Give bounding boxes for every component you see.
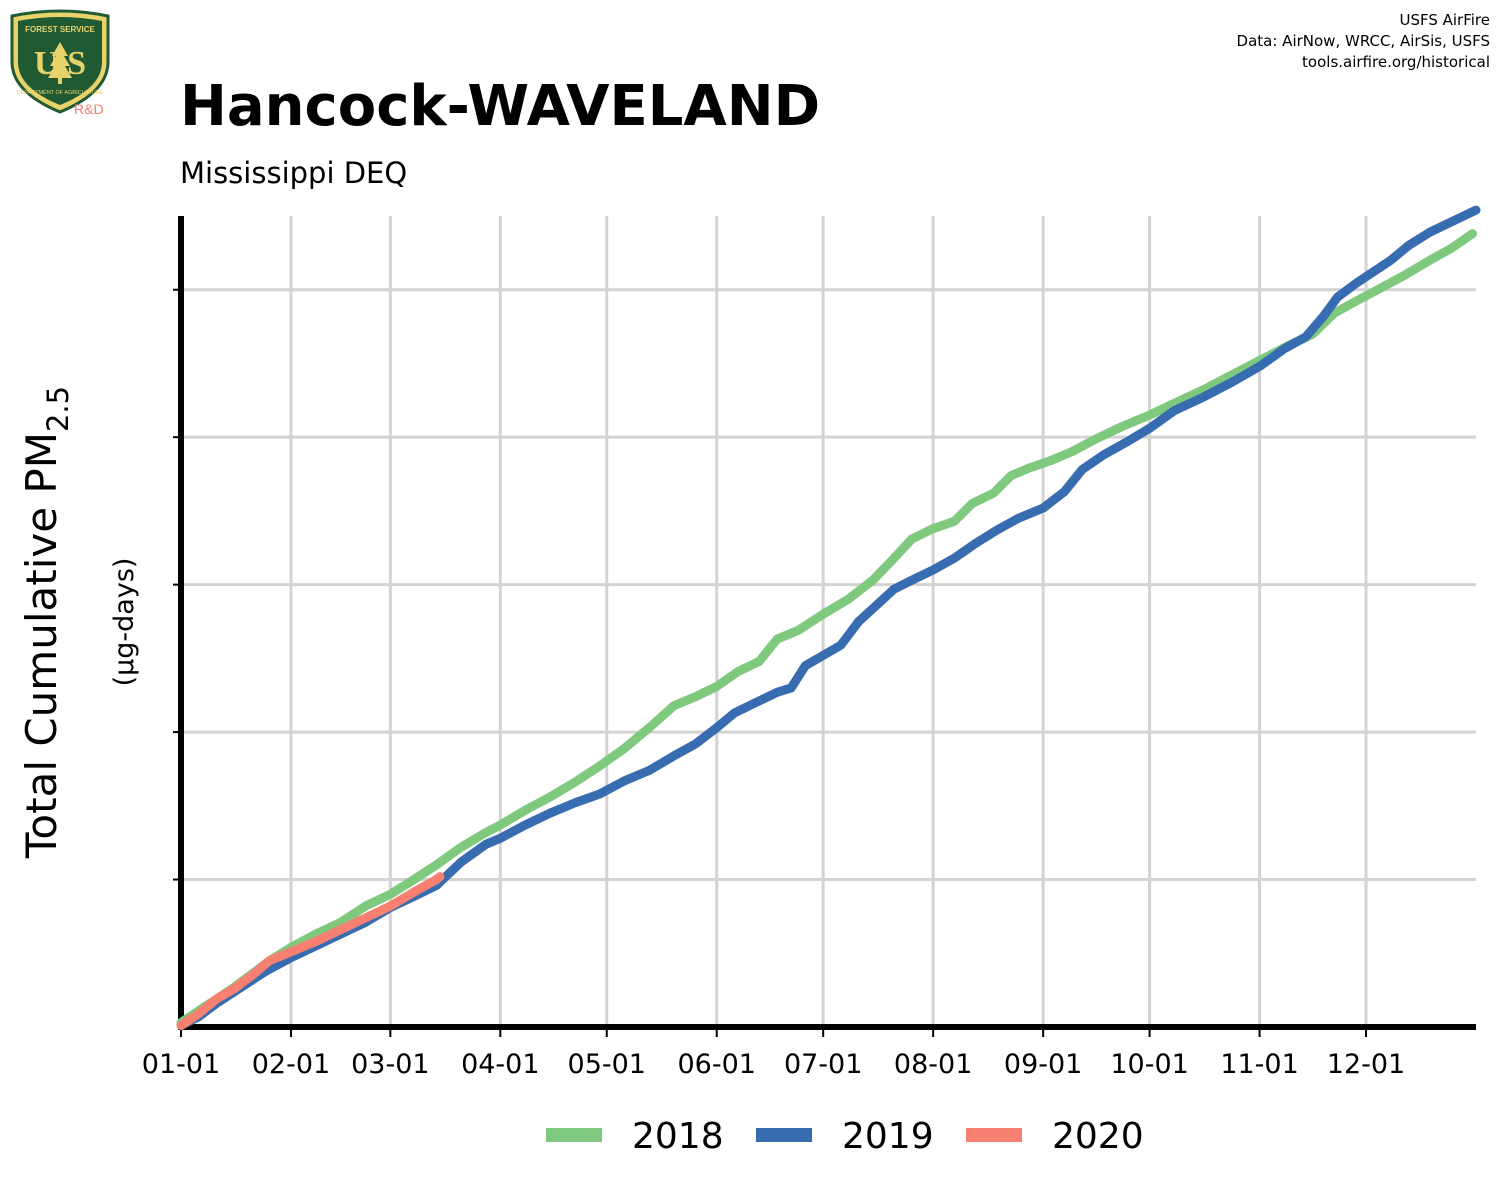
series-line-2018	[176, 229, 1477, 1028]
credits: USFS AirFire Data: AirNow, WRCC, AirSis,…	[1237, 10, 1490, 73]
legend-label-2018: 2018	[632, 1116, 724, 1157]
credits-line-2: Data: AirNow, WRCC, AirSis, USFS	[1236, 32, 1490, 50]
usfs-logo: FOREST SERVICE U S DEPARTMENT OF AGRICUL…	[10, 9, 110, 117]
chart-subtitle: Mississippi DEQ	[180, 156, 408, 190]
credits-line-3: tools.airfire.org/historical	[1302, 53, 1490, 71]
x-tick-label: 07-01	[784, 1049, 862, 1080]
y-axis-label: Total Cumulative PM2.5	[17, 386, 75, 859]
legend-label-2019: 2019	[842, 1116, 934, 1157]
x-tick-label: 12-01	[1327, 1049, 1405, 1080]
logo-top-text: FOREST SERVICE	[25, 25, 95, 34]
y-axis-label-main: Total Cumulative PM	[17, 432, 66, 859]
logo-bottom-text: DEPARTMENT OF AGRICULTURE	[17, 90, 104, 96]
logo-rd: R&D	[74, 101, 104, 117]
x-tick-label: 09-01	[1004, 1049, 1082, 1080]
x-tick-label: 10-01	[1110, 1049, 1188, 1080]
x-tick-label: 02-01	[252, 1049, 330, 1080]
x-tick-label: 03-01	[351, 1049, 429, 1080]
chart-title: Hancock-WAVELAND	[180, 74, 821, 139]
legend-label-2020: 2020	[1052, 1116, 1144, 1157]
x-tick-label: 05-01	[568, 1049, 646, 1080]
tree-icon	[48, 42, 72, 84]
x-tick-label: 08-01	[894, 1049, 972, 1080]
x-tick-label: 04-01	[461, 1049, 539, 1080]
x-tick-label: 06-01	[678, 1049, 756, 1080]
y-axis-units: (µg-days)	[109, 558, 140, 687]
y-axis-label-subscript: 2.5	[41, 386, 75, 432]
x-tick-label: 11-01	[1220, 1049, 1298, 1080]
series-line-2020	[176, 872, 445, 1030]
x-tick-label: 01-01	[142, 1049, 220, 1080]
credits-line-1: USFS AirFire	[1399, 11, 1490, 29]
